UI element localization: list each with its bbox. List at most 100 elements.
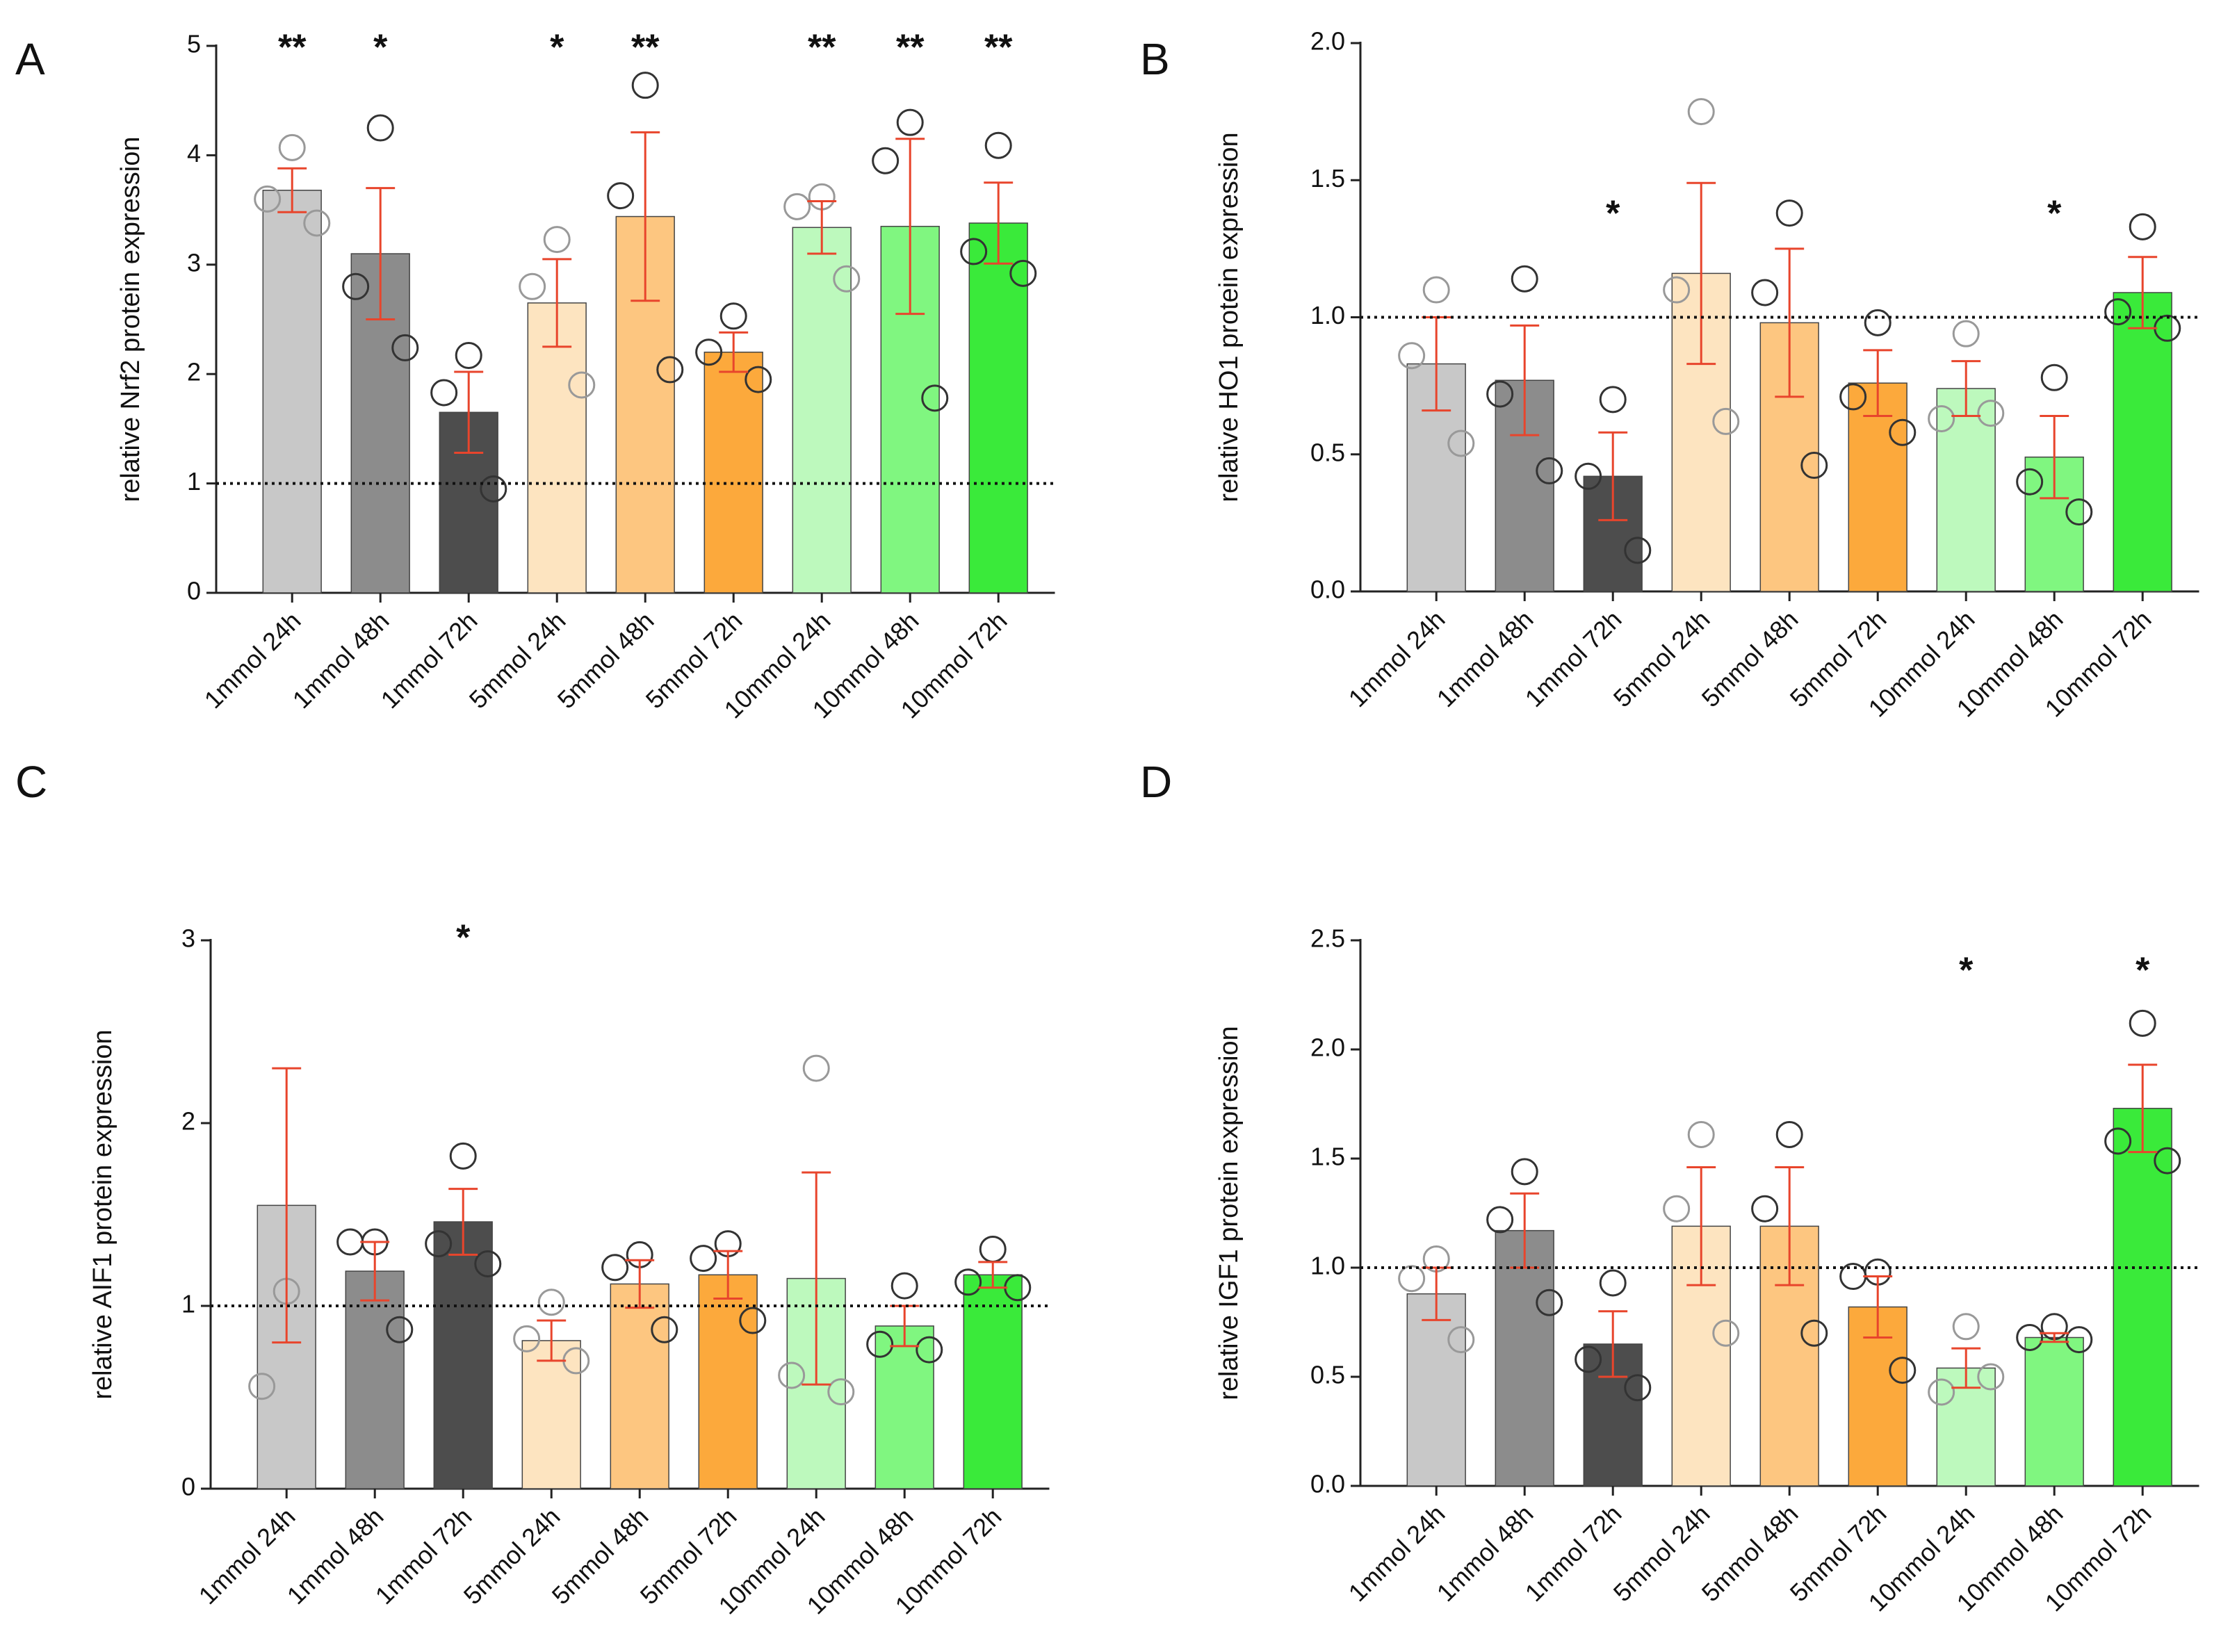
error-bar — [2128, 1063, 2158, 1154]
data-point — [430, 379, 458, 407]
data-point — [778, 1361, 806, 1389]
error-bar — [984, 181, 1014, 265]
data-point — [1775, 199, 1803, 227]
error-bar — [537, 1319, 567, 1362]
data-point — [1599, 1269, 1627, 1297]
significance: ** — [631, 28, 660, 68]
data-point — [1486, 1206, 1514, 1234]
data-point — [2065, 1326, 2093, 1354]
data-point — [2129, 1009, 2156, 1037]
error-bar — [719, 331, 749, 373]
error-bar — [1510, 324, 1540, 436]
data-point — [1952, 1313, 1980, 1341]
data-point — [1663, 1195, 1691, 1222]
error-bar — [807, 200, 837, 255]
data-point — [2016, 468, 2044, 496]
data-point — [366, 114, 394, 142]
panel-label: D — [1140, 757, 1172, 807]
error-bar — [1598, 1310, 1628, 1378]
y-tick-label: 2 — [187, 358, 201, 386]
y-axis-label: relative AIF1 protein expression — [88, 1029, 117, 1399]
bar — [345, 1270, 405, 1489]
data-point — [601, 1254, 629, 1282]
y-tick-label: 0 — [181, 1473, 195, 1501]
error-bar — [542, 258, 572, 348]
data-point — [303, 209, 331, 237]
data-point — [1536, 1289, 1563, 1316]
y-axis-label: relative HO1 protein expression — [1214, 132, 1244, 502]
error-bar — [713, 1250, 743, 1300]
data-point — [278, 133, 306, 161]
data-point — [719, 302, 747, 330]
data-point — [1663, 276, 1691, 304]
bar — [2024, 1336, 2084, 1487]
error-bar — [2040, 1332, 2069, 1343]
data-point — [695, 338, 723, 366]
data-point — [2016, 1323, 2044, 1351]
data-point — [537, 1289, 565, 1316]
error-bar — [360, 1241, 390, 1302]
bar — [1936, 388, 1996, 592]
data-point — [954, 1268, 982, 1296]
y-tick-label: 3 — [181, 924, 195, 953]
error-bar — [625, 1259, 655, 1309]
data-point — [916, 1336, 943, 1364]
data-point — [1864, 309, 1891, 336]
data-point — [1977, 400, 2005, 427]
data-point — [480, 475, 507, 502]
panel-label: A — [15, 34, 45, 84]
y-tick-label: 1.0 — [1310, 301, 1345, 329]
data-point — [1486, 380, 1514, 408]
error-bar — [1775, 1166, 1805, 1286]
error-bar — [1686, 181, 1716, 366]
data-point — [783, 193, 811, 220]
y-tick-label: 2 — [181, 1107, 195, 1136]
data-point — [1398, 1265, 1426, 1293]
error-bar — [630, 131, 660, 302]
y-tick-label: 0.0 — [1310, 575, 1345, 604]
bar — [2113, 292, 2172, 592]
error-bar — [802, 1171, 831, 1386]
data-point — [1447, 430, 1475, 457]
data-point — [1687, 98, 1715, 126]
data-point — [1511, 1158, 1538, 1186]
y-tick-label: 3 — [187, 248, 201, 277]
data-point — [2104, 1127, 2132, 1155]
significance: * — [550, 28, 564, 68]
data-point — [1800, 452, 1828, 480]
data-point — [1398, 342, 1426, 370]
data-point — [425, 1230, 453, 1258]
data-point — [1889, 1357, 1917, 1384]
significance: * — [373, 28, 388, 68]
data-point — [386, 1316, 414, 1343]
data-point — [872, 147, 900, 174]
error-bar — [2128, 256, 2158, 329]
data-point — [474, 1250, 502, 1278]
data-point — [336, 1228, 364, 1256]
data-point — [1536, 457, 1563, 484]
bar — [521, 1340, 581, 1489]
error-bar — [366, 187, 396, 320]
data-point — [979, 1235, 1007, 1263]
error-bar — [978, 1261, 1008, 1289]
data-point — [1712, 407, 1740, 435]
data-point — [827, 1378, 855, 1406]
significance: ** — [984, 28, 1013, 68]
data-point — [455, 341, 482, 369]
y-axis-label: relative Nrf2 protein expression — [116, 137, 145, 502]
error-bar — [448, 1188, 478, 1256]
y-axis-label: relative IGF1 protein expression — [1214, 1026, 1244, 1400]
error-bar — [895, 138, 925, 316]
data-point — [866, 1330, 894, 1358]
bar — [610, 1283, 669, 1489]
significance: * — [2135, 951, 2150, 991]
y-tick-label: 2.0 — [1310, 27, 1345, 56]
significance: ** — [278, 28, 307, 68]
error-bar — [1686, 1166, 1716, 1286]
data-point — [802, 1054, 830, 1082]
y-tick-label: 1 — [187, 467, 201, 496]
bar — [792, 227, 852, 594]
significance: ** — [808, 28, 836, 68]
data-point — [568, 371, 596, 399]
